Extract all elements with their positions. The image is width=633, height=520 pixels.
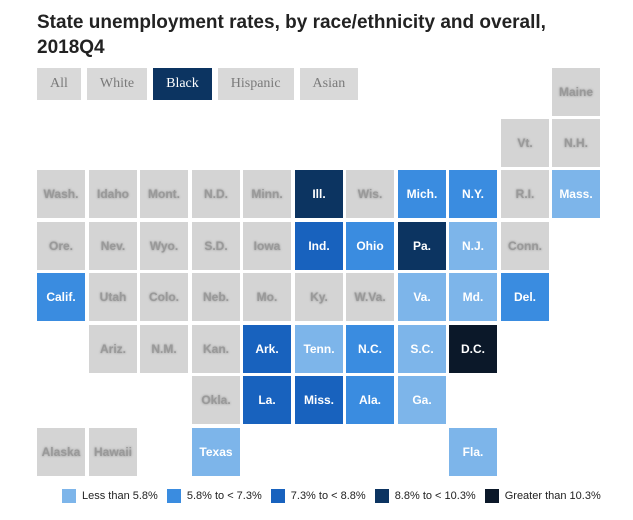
tab-hispanic[interactable]: Hispanic	[217, 68, 294, 100]
state-tile[interactable]: Mo.	[243, 273, 291, 321]
state-tile[interactable]: Va.	[398, 273, 446, 321]
state-tile[interactable]: Hawaii	[89, 428, 137, 476]
legend-item: 8.8% to < 10.3%	[374, 489, 476, 503]
legend-label: Greater than 10.3%	[504, 490, 601, 502]
state-tile[interactable]: Miss.	[295, 376, 343, 424]
state-tile[interactable]: Colo.	[140, 273, 188, 321]
state-tile[interactable]: Wyo.	[140, 222, 188, 270]
legend-swatch	[62, 489, 76, 503]
group-tabs: All White Black Hispanic Asian	[37, 68, 364, 100]
state-tile[interactable]: D.C.	[449, 325, 497, 373]
state-tile[interactable]: Wash.	[37, 170, 85, 218]
state-tile[interactable]: W.Va.	[346, 273, 394, 321]
state-tile[interactable]: Idaho	[89, 170, 137, 218]
state-tile[interactable]: R.I.	[501, 170, 549, 218]
state-tile[interactable]: Ark.	[243, 325, 291, 373]
state-tile[interactable]: Wis.	[346, 170, 394, 218]
tab-all[interactable]: All	[37, 68, 81, 100]
state-tile[interactable]: Texas	[192, 428, 240, 476]
state-tile[interactable]: Calif.	[37, 273, 85, 321]
state-tile[interactable]: Ky.	[295, 273, 343, 321]
state-tile[interactable]: Pa.	[398, 222, 446, 270]
state-tile[interactable]: Ohio	[346, 222, 394, 270]
state-tile[interactable]: N.J.	[449, 222, 497, 270]
legend-swatch	[270, 489, 285, 503]
chart-title: State unemployment rates, by race/ethnic…	[37, 12, 546, 58]
legend-label: Less than 5.8%	[82, 490, 158, 502]
state-tile[interactable]: Conn.	[501, 222, 549, 270]
state-tile[interactable]: Ariz.	[89, 325, 137, 373]
tab-asian[interactable]: Asian	[299, 68, 359, 100]
state-tile[interactable]: Mass.	[552, 170, 600, 218]
state-tile[interactable]: Ind.	[295, 222, 343, 270]
state-tile[interactable]: Ala.	[346, 376, 394, 424]
legend-item: Less than 5.8%	[62, 489, 158, 503]
state-tile[interactable]: Tenn.	[295, 325, 343, 373]
state-tile[interactable]: N.Y.	[449, 170, 497, 218]
tab-black[interactable]: Black	[153, 68, 212, 100]
state-tile[interactable]: Kan.	[192, 325, 240, 373]
legend-label: 5.8% to < 7.3%	[186, 490, 262, 502]
state-tile[interactable]: Del.	[501, 273, 549, 321]
legend-label: 7.3% to < 8.8%	[290, 490, 366, 502]
state-tile[interactable]: Ore.	[37, 222, 85, 270]
state-tile[interactable]: Minn.	[243, 170, 291, 218]
state-tile[interactable]: Okla.	[192, 376, 240, 424]
legend-item: 7.3% to < 8.8%	[270, 489, 366, 503]
state-tile[interactable]: Maine	[552, 68, 600, 116]
legend-item: 5.8% to < 7.3%	[166, 489, 262, 503]
state-tile[interactable]: Nev.	[89, 222, 137, 270]
state-tile[interactable]: Neb.	[192, 273, 240, 321]
state-tile[interactable]: Utah	[89, 273, 137, 321]
state-tile[interactable]: Ga.	[398, 376, 446, 424]
legend-item: Greater than 10.3%	[484, 489, 601, 503]
legend-label: 8.8% to < 10.3%	[394, 490, 476, 502]
state-tile[interactable]: N.C.	[346, 325, 394, 373]
state-tile[interactable]: Vt.	[501, 119, 549, 167]
state-tile[interactable]: N.D.	[192, 170, 240, 218]
state-tile[interactable]: Md.	[449, 273, 497, 321]
state-tile[interactable]: La.	[243, 376, 291, 424]
state-tile[interactable]: S.D.	[192, 222, 240, 270]
state-tile[interactable]: Ill.	[295, 170, 343, 218]
legend: Less than 5.8% 5.8% to < 7.3% 7.3% to < 8.…	[62, 488, 610, 504]
state-tile[interactable]: S.C.	[398, 325, 446, 373]
legend-swatch	[166, 489, 181, 503]
legend-swatch	[484, 489, 499, 503]
state-tile[interactable]: N.H.	[552, 119, 600, 167]
state-tile[interactable]: Fla.	[449, 428, 497, 476]
legend-swatch	[374, 489, 389, 503]
state-tile[interactable]: Iowa	[243, 222, 291, 270]
state-tile[interactable]: N.M.	[140, 325, 188, 373]
tab-white[interactable]: White	[86, 68, 148, 100]
state-tile[interactable]: Alaska	[37, 428, 85, 476]
state-tile[interactable]: Mich.	[398, 170, 446, 218]
state-tile[interactable]: Mont.	[140, 170, 188, 218]
